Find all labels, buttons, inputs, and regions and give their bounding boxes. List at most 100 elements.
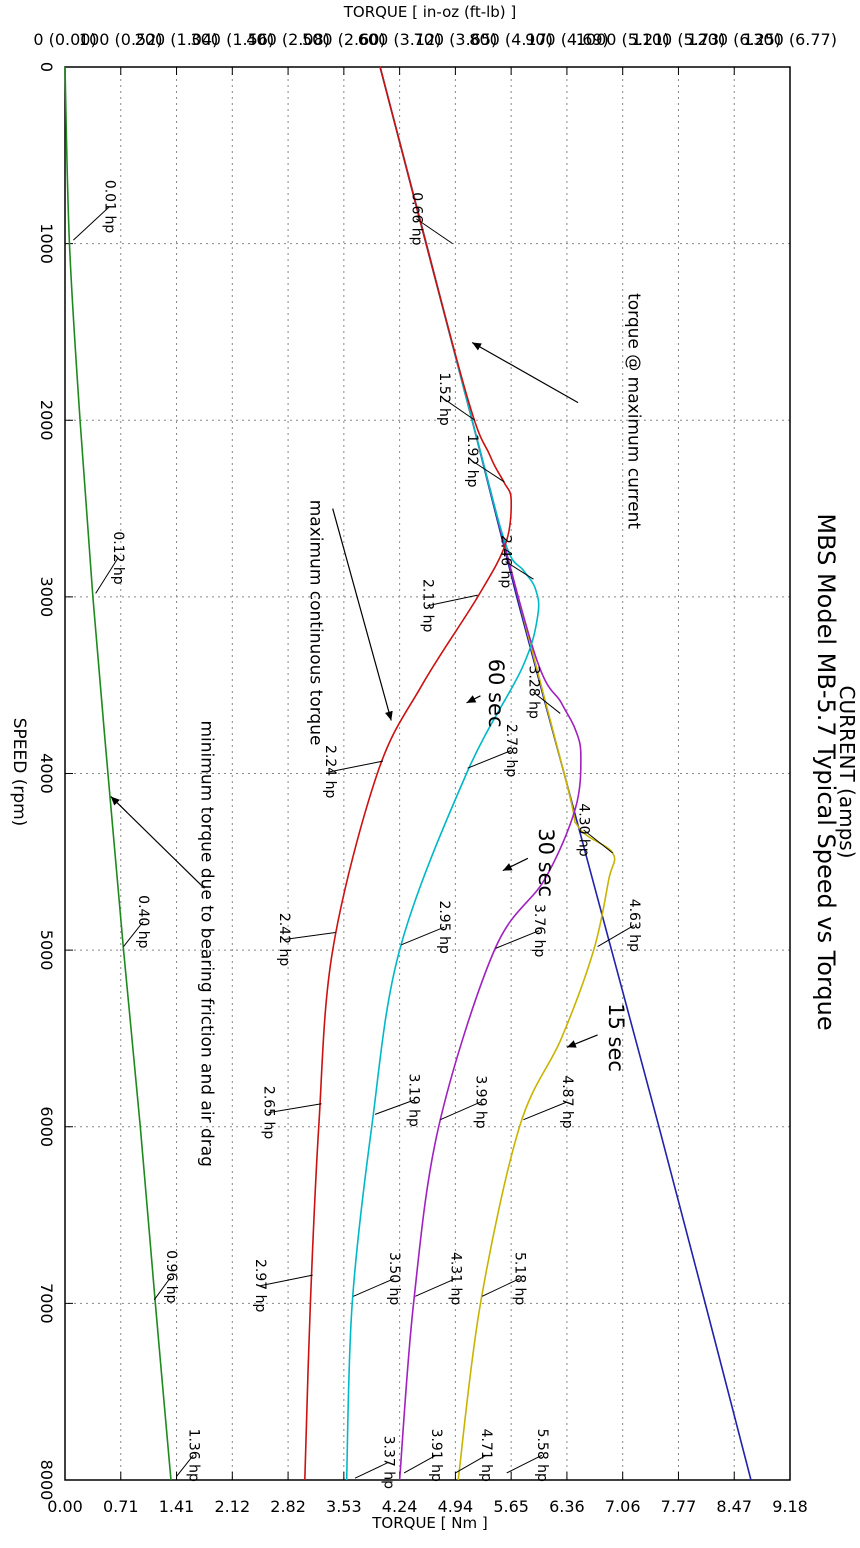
chart-annotation: torque @ maximum current bbox=[623, 293, 643, 529]
y2-tick-label: 6.36 bbox=[549, 1497, 585, 1516]
hp-label: 1.92 hp bbox=[464, 434, 480, 487]
hp-label: 2.95 hp bbox=[436, 900, 452, 953]
right-axis-label: TORQUE [ Nm ] bbox=[371, 1514, 488, 1532]
hp-leader-line bbox=[440, 1101, 481, 1121]
hp-leader-line bbox=[176, 1454, 194, 1477]
hp-label: 0.40 hp bbox=[135, 895, 151, 948]
hp-leader-line bbox=[284, 931, 336, 941]
chart-annotation: minimum torque due to bearing friction a… bbox=[197, 721, 217, 1167]
hp-label: 0.66 hp bbox=[408, 192, 424, 245]
annotation-arrow bbox=[110, 796, 205, 889]
chart-annotation: maximum continuous torque bbox=[305, 500, 325, 746]
hp-label: 2.46 hp bbox=[498, 535, 514, 588]
hp-label: 0.96 hp bbox=[163, 1250, 179, 1303]
x-tick-label: 0 bbox=[37, 62, 56, 72]
grid bbox=[65, 67, 790, 1480]
hp-label: 3.91 hp bbox=[428, 1429, 444, 1482]
hp-leader-line bbox=[123, 921, 144, 947]
hp-leader-line bbox=[597, 924, 635, 948]
series-line-s60 bbox=[345, 66, 540, 1481]
hp-leader-line bbox=[73, 206, 110, 241]
y2-tick-label: 2.82 bbox=[270, 1497, 306, 1516]
x-tick-label: 3000 bbox=[37, 577, 56, 618]
hp-label: 3.99 hp bbox=[472, 1075, 488, 1128]
hp-label: 3.37 hp bbox=[380, 1436, 396, 1489]
y-tick-label: 300 (1.56) bbox=[190, 30, 274, 49]
y-tick-label: 200 (1.04) bbox=[135, 30, 219, 49]
annotation-arrow bbox=[466, 695, 481, 704]
x-tick-label: 6000 bbox=[37, 1106, 56, 1147]
left-axis-label: TORQUE [ in-oz (ft-lb) ] bbox=[343, 3, 517, 21]
x-tick-label: 8000 bbox=[37, 1460, 56, 1501]
y2-tick-label: 8.47 bbox=[716, 1497, 752, 1516]
y2-tick-label: 7.06 bbox=[605, 1497, 641, 1516]
y-tick-label: 800 (4.17) bbox=[469, 30, 553, 49]
y-tick-label: 1100 (5.73) bbox=[632, 30, 726, 49]
hp-leader-line bbox=[268, 1103, 322, 1114]
y-tick-label: 700 (3.65) bbox=[414, 30, 498, 49]
hp-leader-line bbox=[481, 1278, 520, 1297]
x-tick-label: 5000 bbox=[37, 930, 56, 971]
hp-leader-line bbox=[455, 1454, 487, 1474]
chart-annotation: 15 sec bbox=[604, 1003, 628, 1072]
hp-label: 4.63 hp bbox=[626, 899, 642, 952]
hp-leader-line bbox=[495, 930, 540, 949]
series-line-min bbox=[64, 66, 172, 1481]
hp-label: 3.76 hp bbox=[531, 904, 547, 957]
y2-tick-label: 4.94 bbox=[438, 1497, 474, 1516]
x-tick-label: 2000 bbox=[37, 400, 56, 441]
annotation-arrow bbox=[332, 508, 393, 721]
hp-label: 5.58 hp bbox=[534, 1429, 550, 1482]
y-tick-label: 1000 (5.21) bbox=[576, 30, 670, 49]
y2-tick-label: 4.24 bbox=[382, 1497, 418, 1516]
hp-leader-line bbox=[403, 1454, 437, 1474]
hp-leader-line bbox=[95, 557, 119, 594]
hp-leader-line bbox=[427, 594, 478, 607]
hp-leader-line bbox=[416, 218, 453, 245]
hp-label: 2.78 hp bbox=[503, 724, 519, 777]
hp-label: 0.12 hp bbox=[110, 531, 126, 584]
hp-leader-line bbox=[471, 460, 505, 483]
hp-leader-line bbox=[353, 1278, 395, 1297]
y2-tick-label: 2.12 bbox=[214, 1497, 250, 1516]
hp-leader-line bbox=[415, 1278, 456, 1297]
hp-label: 4.87 hp bbox=[559, 1075, 575, 1128]
annotation-arrow bbox=[471, 342, 579, 404]
hp-leader-line bbox=[374, 1099, 414, 1115]
chart-title: MBS Model MB-5.7 Typical Speed vs Torque bbox=[812, 513, 840, 1030]
y-tick-label: 500 (2.60) bbox=[302, 30, 386, 49]
y2-tick-label: 5.65 bbox=[493, 1497, 529, 1516]
annotations: 0.66 hp 1.52 hp 1.92 hp 2.46 hp 3.28 hp 4.30 … bbox=[73, 180, 643, 1489]
hp-label: 4.30 hp bbox=[576, 803, 592, 856]
x-tick-label: 7000 bbox=[37, 1283, 56, 1324]
x-axis-label: SPEED (rpm) bbox=[9, 718, 29, 827]
chart-subtitle: CURRENT (amps) bbox=[835, 685, 859, 858]
annotation-arrow bbox=[566, 1034, 598, 1048]
hp-leader-line bbox=[533, 691, 561, 714]
y2-tick-label: 9.18 bbox=[772, 1497, 808, 1516]
y2-tick-label: 0.00 bbox=[47, 1497, 83, 1516]
y-tick-label: 1200 (6.25) bbox=[687, 30, 781, 49]
hp-leader-line bbox=[505, 561, 534, 580]
y-tick-label: 400 (2.08) bbox=[246, 30, 330, 49]
annotation-arrow bbox=[502, 857, 529, 872]
hp-label: 3.28 hp bbox=[525, 666, 541, 719]
hp-leader-line bbox=[467, 750, 512, 769]
hp-leader-line bbox=[401, 926, 445, 946]
y-tick-label: 1300 (6.77) bbox=[743, 30, 837, 49]
chart-annotation: 30 sec bbox=[534, 828, 558, 897]
hp-label: 1.36 hp bbox=[185, 1429, 201, 1482]
y-tick-label: 0 (0.00) bbox=[33, 30, 96, 49]
hp-label: 2.13 hp bbox=[420, 579, 436, 632]
hp-label: 1.52 hp bbox=[436, 372, 452, 425]
hp-label: 2.42 hp bbox=[276, 913, 292, 966]
hp-leader-line bbox=[506, 1454, 543, 1474]
hp-leader-line bbox=[354, 1461, 389, 1479]
y-tick-label: 100 (0.52) bbox=[79, 30, 163, 49]
hp-label: 2.97 hp bbox=[252, 1259, 268, 1312]
y2-tick-label: 3.53 bbox=[326, 1497, 362, 1516]
hp-leader-line bbox=[443, 398, 476, 421]
hp-leader-line bbox=[583, 829, 613, 854]
hp-label: 0.01 hp bbox=[102, 180, 118, 233]
